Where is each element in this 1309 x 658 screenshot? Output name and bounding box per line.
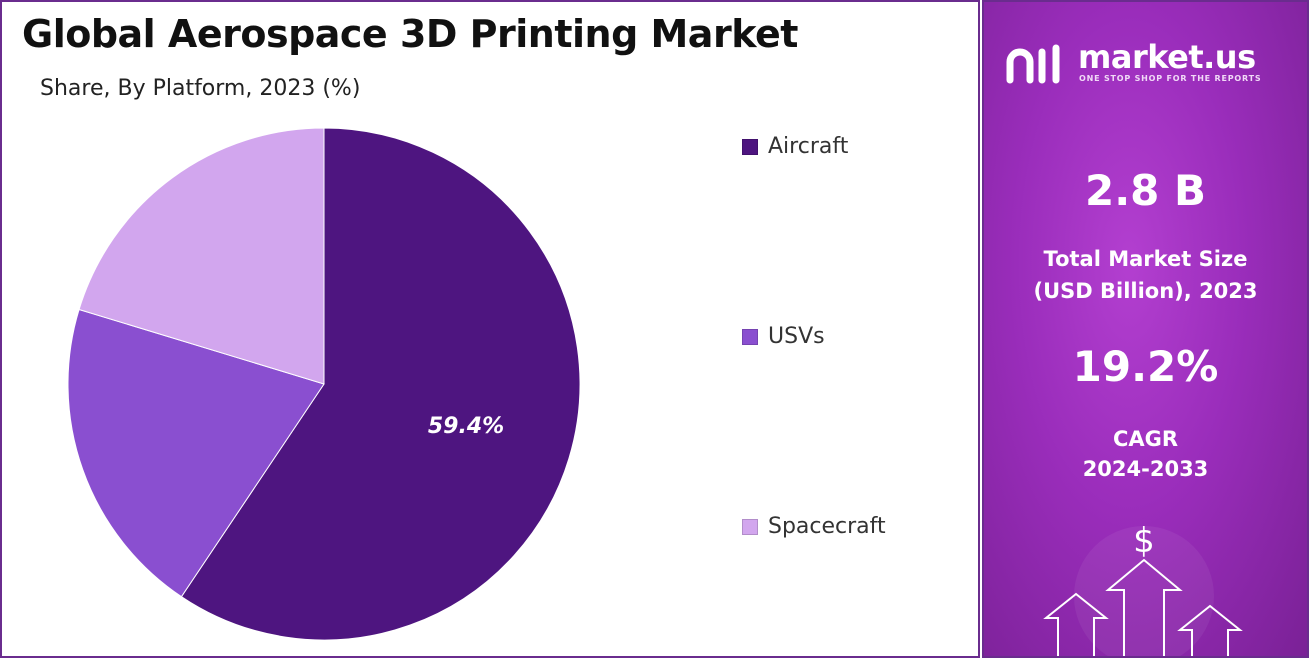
brand-tagline: ONE STOP SHOP FOR THE REPORTS — [1079, 74, 1262, 83]
legend-item-usvs: USVs — [742, 324, 825, 349]
legend-label-aircraft: Aircraft — [768, 134, 849, 159]
cagr-label-line1: CAGR — [1112, 427, 1179, 451]
legend-swatch-aircraft — [742, 138, 758, 155]
summary-panel: market.us ONE STOP SHOP FOR THE REPORTS … — [982, 0, 1309, 658]
pie-slice-spacecraft — [78, 127, 325, 385]
brand-name: market.us — [1078, 38, 1256, 76]
pie-slice-aircraft — [180, 127, 581, 641]
cagr-value: 19.2% — [1072, 342, 1219, 391]
legend-label-usvs: USVs — [768, 324, 825, 349]
market-size-value: 2.8 B — [1084, 166, 1207, 215]
growth-arrows-icon: $ — [1043, 521, 1243, 656]
market-us-logo-icon — [1006, 44, 1060, 84]
cagr-label-line2: 2024-2033 — [1082, 457, 1209, 481]
legend-item-spacecraft: Spacecraft — [742, 514, 886, 539]
legend-item-aircraft: Aircraft — [742, 134, 848, 159]
legend-swatch-usvs — [742, 328, 758, 345]
data-label-aircraft: 59.4% — [428, 414, 504, 439]
legend-swatch-spacecraft — [742, 518, 758, 535]
market-size-label-line2: (USD Billion), 2023 — [1033, 279, 1258, 303]
chart-subtitle: Share, By Platform, 2023 (%) — [40, 76, 361, 101]
dollar-sign: $ — [1133, 521, 1155, 561]
brand-logo: market.us ONE STOP SHOP FOR THE REPORTS — [984, 38, 1307, 86]
legend-label-spacecraft: Spacecraft — [768, 514, 886, 539]
pie-chart: 59.4% — [67, 127, 581, 641]
market-size-label-line1: Total Market Size — [1043, 247, 1248, 271]
chart-title: Global Aerospace 3D Printing Market — [22, 12, 798, 56]
chart-panel: Global Aerospace 3D Printing Market Shar… — [0, 0, 980, 658]
chart-legend: Aircraft USVs Spacecraft — [742, 2, 972, 656]
pie-slice-usvs — [67, 308, 325, 598]
